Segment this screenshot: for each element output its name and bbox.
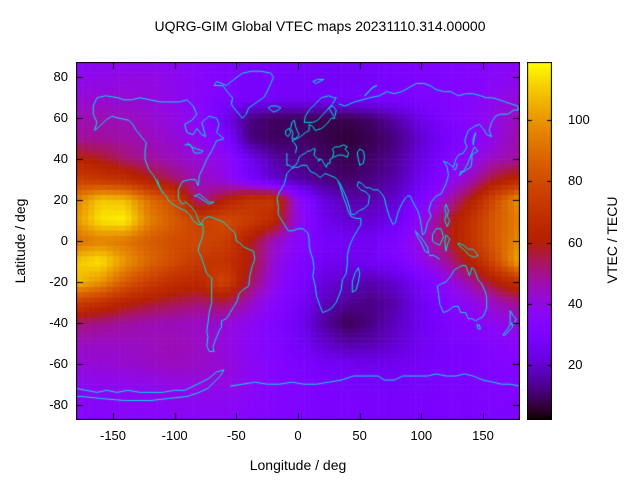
y-tick-label: 0 — [60, 233, 68, 248]
vtec-heatmap-canvas — [76, 62, 520, 420]
y-tick-label: -80 — [49, 396, 68, 412]
y-tick-label: 60 — [53, 110, 68, 126]
y-tick-label: -20 — [49, 273, 68, 289]
colorbar-tick-label: 80 — [568, 173, 583, 189]
x-tick-label: -50 — [226, 428, 246, 443]
y-tick-label: 20 — [53, 192, 68, 208]
x-tick-label: 150 — [472, 428, 494, 443]
colorbar-canvas — [527, 62, 552, 420]
colorbar-tick-label: 40 — [568, 295, 583, 311]
x-tick-label: 0 — [294, 428, 302, 443]
colorbar-tick-label: 20 — [568, 356, 583, 372]
x-tick-label: -100 — [161, 428, 188, 443]
chart-title: UQRG-GIM Global VTEC maps 20231110.314.0… — [154, 18, 486, 34]
x-tick-label: -150 — [99, 428, 127, 443]
x-axis-label: Longitude / deg — [249, 457, 347, 473]
x-tick-label: 100 — [410, 428, 433, 443]
colorbar-tick-label: 100 — [568, 112, 590, 128]
y-tick-label: 40 — [53, 151, 68, 167]
colorbar-tick-label: 60 — [568, 234, 583, 250]
y-tick-label: -60 — [49, 355, 68, 371]
x-tick-label: 50 — [352, 428, 367, 443]
y-tick-label: 80 — [53, 69, 68, 85]
colorbar-label: VTEC / TECU — [604, 196, 620, 284]
y-tick-label: -40 — [49, 314, 68, 330]
